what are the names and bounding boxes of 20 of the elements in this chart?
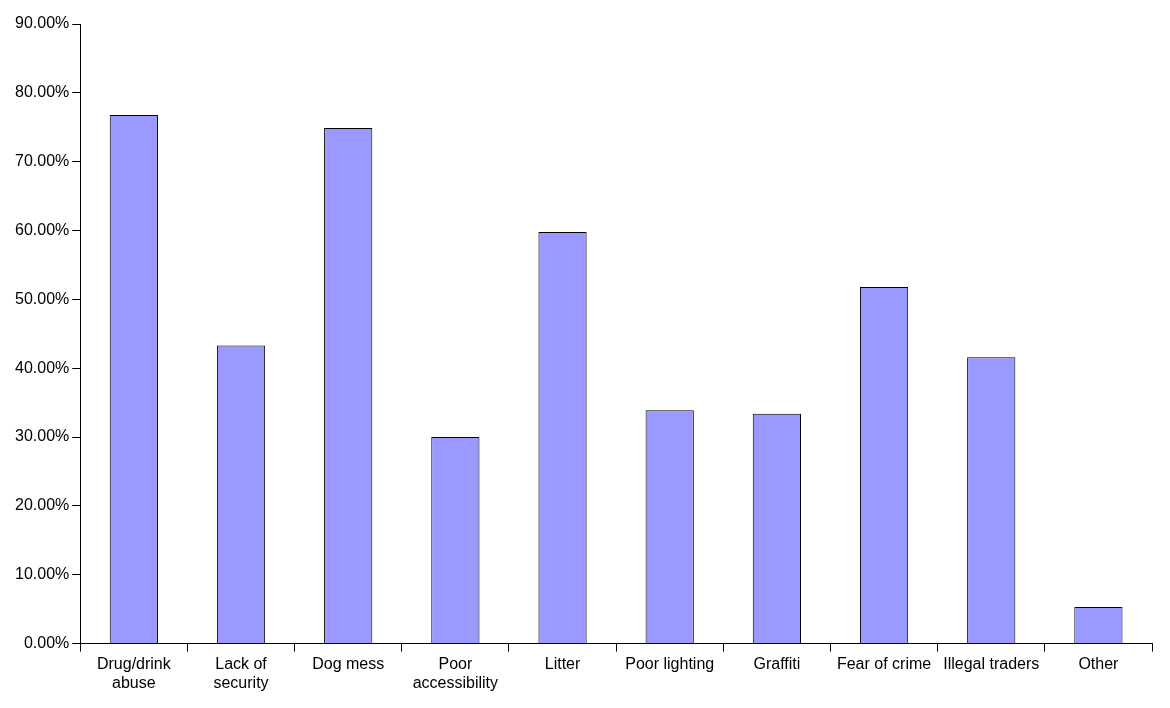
- y-tick-label: 40.00%: [15, 358, 70, 376]
- x-tick-label: Poor lighting: [625, 654, 715, 672]
- y-tick-label: 30.00%: [15, 427, 70, 445]
- y-tick-label: 0.00%: [23, 634, 70, 652]
- x-tick-label: Illegal traders: [943, 654, 1040, 672]
- x-tick-label: Dog mess: [312, 654, 385, 672]
- x-tick-label: Poor accessibility: [412, 654, 499, 691]
- y-tick-label: 70.00%: [15, 152, 70, 170]
- x-tick-label: Litter: [544, 654, 581, 672]
- x-tick-label: Drug/drink abuse: [96, 654, 172, 691]
- x-tick-label: Fear of crime: [836, 654, 932, 672]
- x-tick-label: Graffiti: [753, 654, 801, 672]
- y-tick-label: 90.00%: [15, 14, 70, 32]
- x-tick-label: Other: [1078, 654, 1120, 672]
- y-tick-label: 50.00%: [15, 289, 70, 307]
- y-tick-label: 80.00%: [15, 83, 70, 101]
- y-tick-label: 20.00%: [15, 496, 70, 514]
- x-tick-label: Lack of security: [213, 654, 269, 691]
- y-tick-label: 10.00%: [15, 565, 70, 583]
- y-tick-label: 60.00%: [15, 220, 70, 238]
